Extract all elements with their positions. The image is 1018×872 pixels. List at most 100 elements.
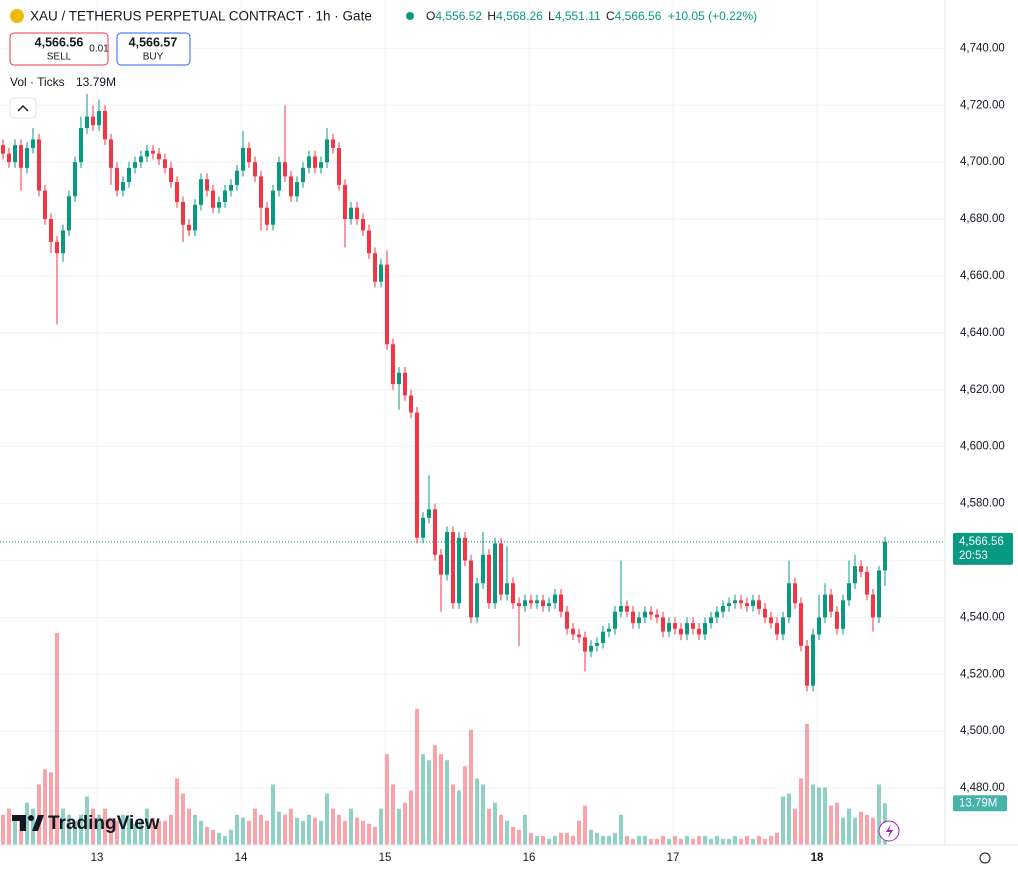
volume-bar (751, 838, 755, 845)
volume-bar (871, 817, 875, 845)
volume-bar (835, 802, 839, 845)
candle-body (325, 139, 329, 163)
brand-text: TradingView (48, 813, 160, 834)
replay-icon (886, 824, 893, 838)
candle-body (373, 253, 377, 282)
buy-button[interactable]: 4,566.57 BUY (116, 32, 191, 66)
volume-bar (19, 817, 23, 845)
volume-bar (337, 814, 341, 845)
volume-bar (403, 802, 407, 845)
volume-bar (355, 817, 359, 845)
volume-bar (841, 817, 845, 845)
volume-bar (139, 820, 143, 845)
candle-body (463, 537, 467, 561)
chart-title: XAU / TETHERUS PERPETUAL CONTRACT · 1h ·… (30, 9, 372, 24)
volume-bar (289, 808, 293, 845)
candle-body (235, 170, 239, 185)
y-tick-label: 4,620.00 (960, 384, 1005, 396)
y-tick-label: 4,740.00 (960, 42, 1005, 54)
sell-price: 4,566.56 (35, 35, 84, 49)
volume-bar (259, 814, 263, 845)
candle-body (265, 207, 269, 225)
volume-bar (571, 835, 575, 845)
volume-bar (169, 814, 173, 845)
volume-bar (325, 793, 329, 845)
candle-body (541, 600, 545, 607)
volume-bar (265, 820, 269, 845)
candle-body (655, 614, 659, 618)
candle-body (211, 190, 215, 208)
candle-body (763, 608, 767, 618)
volume-bar (187, 808, 191, 845)
candle-body (187, 224, 191, 231)
buy-box (116, 32, 191, 66)
volume-bar (763, 838, 767, 845)
volume-bar (193, 814, 197, 845)
candle-body (163, 159, 167, 168)
candle-body (409, 395, 413, 413)
candle-body (403, 372, 407, 396)
candle-body (571, 628, 575, 635)
candle-body (241, 147, 245, 171)
candle-body (703, 623, 707, 635)
volume-bar (277, 811, 281, 845)
o-value: 4,556.52 (435, 9, 482, 23)
candle-body (607, 628, 611, 632)
volume-bar (685, 835, 689, 845)
volume-bar (385, 754, 389, 845)
volume-bar (703, 835, 707, 845)
volume-bar (373, 826, 377, 845)
volume-bar (667, 838, 671, 845)
candle-body (223, 190, 227, 203)
y-tick-label: 4,700.00 (960, 156, 1005, 168)
volume-bar (247, 820, 251, 845)
candle-body (673, 623, 677, 629)
volume-bar (715, 835, 719, 845)
y-tick-label: 4,480.00 (960, 782, 1005, 794)
spread: 0.01 (89, 44, 109, 55)
volume-bar (451, 784, 455, 845)
volume-bar (61, 808, 65, 845)
candle-body (613, 611, 617, 629)
y-tick-label: 4,680.00 (960, 213, 1005, 225)
logo-dot (28, 815, 34, 821)
candle-body (823, 594, 827, 618)
candle-body (1, 145, 5, 154)
candle-body (31, 139, 35, 148)
sell-button[interactable]: 4,566.56 SELL (9, 32, 109, 66)
candle-body (775, 623, 779, 635)
candle-body (253, 162, 257, 177)
volume-bar (409, 790, 413, 845)
volume-bar (655, 838, 659, 845)
volume-bar (847, 808, 851, 845)
volume-bar (673, 835, 677, 845)
candle-body (19, 145, 23, 168)
candle-body (115, 167, 119, 191)
y-tick-label: 4,640.00 (960, 327, 1005, 339)
candle-body (37, 139, 41, 191)
candle-body (745, 603, 749, 607)
candle-body (835, 611, 839, 629)
volume-bar (511, 826, 515, 845)
volume-bar (535, 835, 539, 845)
candle-body (313, 156, 317, 168)
volume-bar (13, 820, 17, 845)
candle-body (97, 110, 101, 126)
volume-bar (643, 835, 647, 845)
collapse-button[interactable] (9, 97, 37, 119)
volume-bar (631, 838, 635, 845)
candle-body (121, 182, 125, 191)
volume-bar (769, 835, 773, 845)
volume-bar (181, 793, 185, 845)
candle-body (787, 583, 791, 618)
candle-body (319, 162, 323, 168)
countdown: 20:53 (959, 550, 988, 562)
settings-button[interactable] (979, 852, 991, 864)
volume-bar (313, 817, 317, 845)
volume-bar (607, 835, 611, 845)
candle-body (157, 153, 161, 160)
candle-body (289, 176, 293, 197)
volume-bar (745, 835, 749, 845)
volume-bar (31, 808, 35, 845)
candle-body (175, 182, 179, 203)
